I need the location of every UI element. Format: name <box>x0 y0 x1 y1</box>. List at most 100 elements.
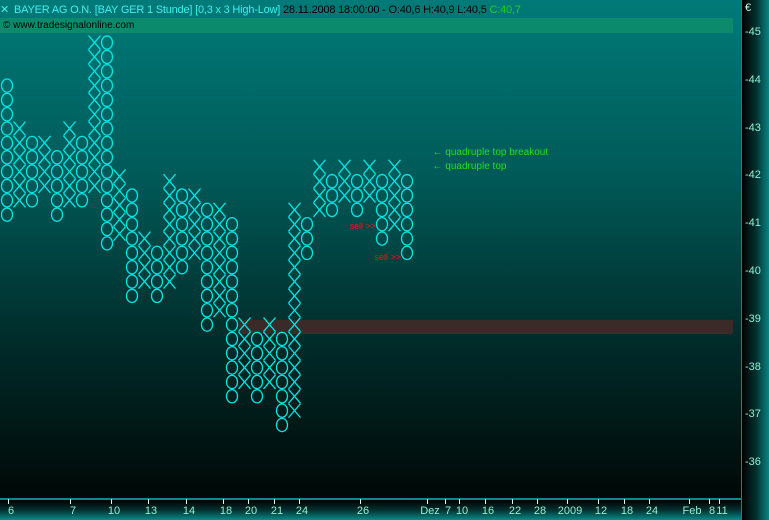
x-tick <box>719 499 720 504</box>
o-box <box>125 288 139 304</box>
x-box <box>88 49 101 65</box>
x-box <box>288 274 301 289</box>
o-box <box>100 150 114 165</box>
x-tick <box>186 499 187 504</box>
o-box <box>200 288 214 304</box>
x-tick-label: Feb <box>682 505 702 517</box>
pattern-annotation: ← quadruple top <box>432 160 507 172</box>
x-box <box>88 92 101 108</box>
x-box <box>288 288 301 304</box>
x-tick <box>567 499 568 504</box>
x-box <box>288 231 301 246</box>
y-tick-label: -36 <box>745 456 761 469</box>
x-box <box>313 159 326 175</box>
o-box <box>175 188 189 203</box>
o-box <box>300 231 314 246</box>
x-box <box>188 216 201 232</box>
o-box <box>0 107 14 122</box>
o-box <box>225 317 239 332</box>
o-box <box>300 245 314 261</box>
x-tick <box>299 499 300 504</box>
o-box <box>200 202 214 218</box>
x-box <box>213 259 226 275</box>
x-box <box>63 164 76 180</box>
x-box <box>313 188 326 203</box>
x-box <box>263 374 276 390</box>
x-tick-label: 14 <box>182 505 196 517</box>
y-tick-label: -38 <box>745 360 761 373</box>
x-tick-label: 10 <box>455 505 469 517</box>
o-box <box>50 178 64 194</box>
o-box <box>100 107 114 122</box>
o-box <box>100 178 114 194</box>
x-box <box>288 202 301 218</box>
x-box <box>88 78 101 94</box>
o-box <box>0 164 14 179</box>
y-tick-label: -39 <box>745 312 761 325</box>
o-box <box>0 207 14 222</box>
x-box <box>138 259 151 275</box>
x-tick <box>248 499 249 504</box>
o-box <box>150 288 164 304</box>
o-box <box>50 164 64 179</box>
o-box <box>325 173 339 189</box>
x-box <box>388 159 401 175</box>
x-tick-label: 8 <box>708 505 716 517</box>
o-box <box>0 150 14 165</box>
o-box <box>225 245 239 261</box>
x-box <box>363 173 376 189</box>
o-box <box>125 202 139 218</box>
chart-plot-area <box>0 0 741 498</box>
o-box <box>325 202 339 218</box>
x-box <box>88 63 101 79</box>
o-box <box>175 259 189 275</box>
x-box <box>388 173 401 189</box>
o-box <box>375 202 389 218</box>
x-box <box>238 317 251 333</box>
o-box <box>225 389 239 404</box>
o-box <box>400 202 414 218</box>
o-box <box>100 236 114 251</box>
o-box <box>100 35 114 50</box>
o-box <box>125 259 139 275</box>
o-box <box>25 193 39 208</box>
x-box <box>388 202 401 218</box>
x-box <box>238 360 251 376</box>
o-box <box>200 302 214 318</box>
o-box <box>125 231 139 246</box>
o-box <box>100 221 114 237</box>
x-tick-label: 24 <box>645 505 659 517</box>
x-box <box>13 178 26 194</box>
x-box <box>363 159 376 175</box>
o-box <box>100 193 114 208</box>
x-box <box>213 245 226 261</box>
o-box <box>0 92 14 108</box>
x-box <box>163 259 176 275</box>
o-box <box>175 245 189 261</box>
o-box <box>100 164 114 179</box>
x-tick-label: 21 <box>270 505 284 517</box>
x-tick <box>274 499 275 504</box>
o-box <box>100 135 114 151</box>
x-tick-label: 24 <box>295 505 309 517</box>
x-box <box>288 345 301 361</box>
o-box <box>100 92 114 108</box>
x-box <box>363 188 376 203</box>
x-box <box>288 259 301 275</box>
o-box <box>400 173 414 189</box>
x-box <box>288 374 301 390</box>
chart-title: BAYER AG O.N. [BAY GER 1 Stunde] [0,3 x … <box>14 4 281 16</box>
x-box <box>13 192 26 208</box>
copyright: © www.tradesignalonline.com <box>3 20 135 31</box>
o-box <box>150 245 164 261</box>
x-box <box>288 245 301 261</box>
o-box <box>225 216 239 232</box>
x-tick-label: 18 <box>620 505 634 517</box>
o-box <box>75 178 89 194</box>
x-tick <box>649 499 650 504</box>
x-tick-label: 20 <box>244 505 258 517</box>
x-box <box>188 202 201 218</box>
x-tick-label: 18 <box>219 505 233 517</box>
bar-info: 28.11.2008 18:00:00 - O:40,6 H:40,9 L:40… <box>283 4 487 16</box>
o-box <box>225 331 239 347</box>
